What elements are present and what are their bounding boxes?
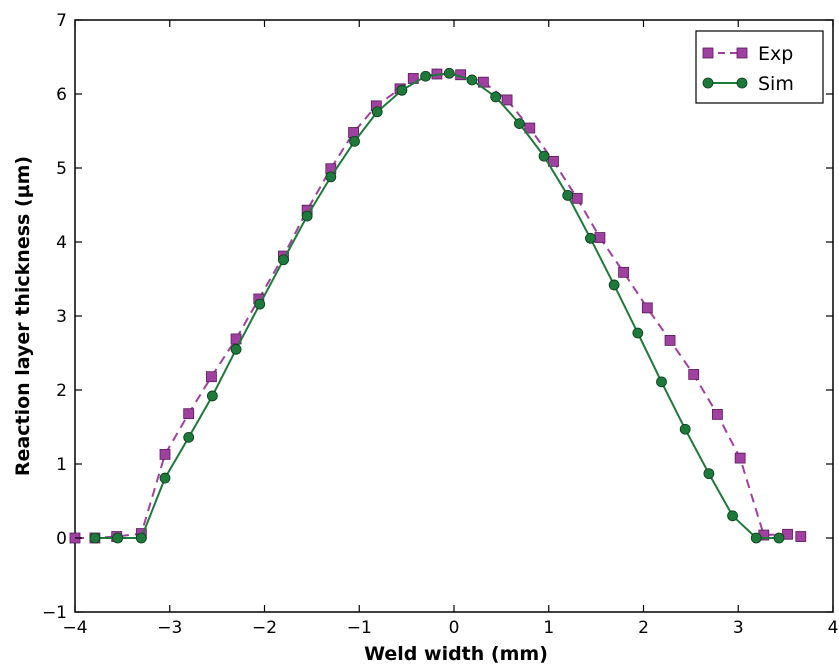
series-layer [69,67,807,544]
legend-marker-sim [736,77,748,89]
data-point-sim [396,84,408,96]
data-point-sim [420,70,431,82]
y-tick-label: 0 [56,529,67,549]
x-axis-label: Weld width (mm) [364,643,548,664]
y-tick-label: 2 [56,381,67,401]
y-tick-label: 5 [56,159,67,179]
data-point-sim [703,468,715,480]
data-point-sim [183,431,195,443]
data-point-sim [679,423,691,435]
data-point-sim [325,171,337,183]
y-tick-label: 6 [56,85,67,105]
x-tick-label: −4 [62,618,87,638]
data-point-sim [254,298,266,310]
plot-area [74,19,834,613]
x-tick-label: 0 [449,618,460,638]
data-point-sim [371,106,383,118]
data-point-exp [641,302,653,314]
data-point-sim [89,532,101,544]
x-tick-label: 4 [828,618,839,638]
data-point-exp [159,448,171,460]
data-point-sim [656,376,667,388]
data-point-sim [301,210,313,222]
legend-label-exp: Exp [758,43,793,65]
data-point-sim [112,532,124,544]
legend: Exp Sim [695,30,824,104]
y-tick-label: 3 [56,307,67,327]
axes-layer: −4 −3 −2 −1 0 1 2 3 4 −1 0 1 2 3 4 5 6 7 [42,11,838,638]
data-point-exp [734,452,746,464]
data-point-exp [524,122,536,134]
data-point-exp [183,408,195,420]
data-point-exp [548,155,559,167]
plot-frame [74,19,834,613]
series-line-sim [94,72,779,539]
data-point-sim [443,67,455,79]
x-tick-label: −2 [252,618,277,638]
x-tick-label: 1 [543,618,554,638]
legend-marker-sim [702,77,714,89]
data-point-sim [773,532,785,544]
data-point-exp [501,94,513,106]
y-tick-label: 4 [56,233,67,253]
data-point-exp [594,232,606,243]
y-axis-label: Reaction layer thickness (µm) [12,156,34,476]
data-point-sim [466,74,478,86]
y-tick-label: 1 [56,455,67,475]
data-point-sim [562,189,574,201]
data-point-exp [206,371,217,383]
data-point-exp [348,127,359,138]
data-point-sim [513,118,525,129]
data-point-sim [278,254,289,266]
legend-marker-exp [702,47,714,59]
data-point-exp [664,335,676,346]
data-point-sim [538,150,550,162]
data-point-sim [585,232,596,244]
data-point-sim [750,532,762,544]
y-tick-label: 7 [56,11,67,31]
data-point-exp [712,409,723,420]
x-tick-label: −1 [347,618,372,638]
data-point-sim [135,532,147,544]
series-line-exp [75,72,801,539]
data-point-sim [608,279,620,291]
data-point-sim [349,135,360,147]
data-point-sim [206,390,218,402]
legend-marker-exp [736,47,748,59]
data-point-sim [159,472,171,484]
y-tick-label: −1 [42,603,67,623]
data-point-sim [632,327,644,339]
data-point-exp [618,266,630,278]
data-point-exp [688,369,700,380]
data-point-sim [230,343,242,355]
legend-box [695,30,824,104]
legend-label-sim: Sim [758,73,794,95]
x-tick-label: −3 [157,618,182,638]
x-tick-label: 3 [733,618,744,638]
data-point-sim [490,91,502,103]
x-tick-label: 2 [638,618,649,638]
data-point-exp [795,531,807,542]
data-point-exp [571,192,583,204]
data-point-sim [727,510,738,522]
